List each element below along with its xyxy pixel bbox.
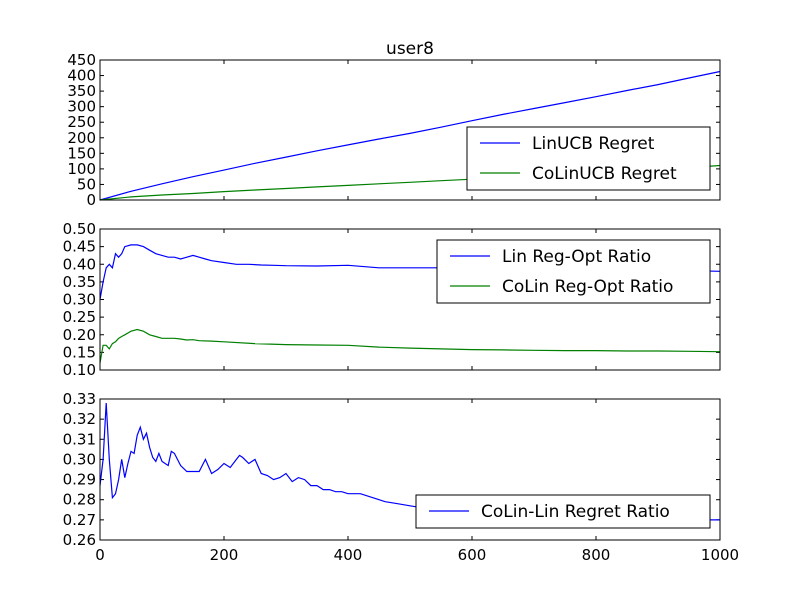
y-tick-label: 350 xyxy=(67,82,96,100)
x-tick-label: 800 xyxy=(582,546,611,564)
series-line-1 xyxy=(99,70,721,201)
y-tick-label: 0.27 xyxy=(63,511,96,529)
series-line-1 xyxy=(99,402,720,521)
y-tick-label: 100 xyxy=(67,160,96,178)
panel-3: 0.26 0.27 0.28 0.29 0.30 0.31 0.32 0.33 0 200 400 6… xyxy=(63,390,740,564)
legend-box xyxy=(466,126,711,191)
y-tick-label: 0.31 xyxy=(63,430,96,448)
y-tick-label: 0.26 xyxy=(63,531,96,549)
y-tick-label: 250 xyxy=(67,113,96,131)
legend-label: LinUCB Regret xyxy=(532,134,655,154)
y-tick-label: 400 xyxy=(67,67,96,85)
legend-label: Lin Reg-Opt Ratio xyxy=(502,247,651,267)
legend-label: CoLinUCB Regret xyxy=(532,164,677,184)
y-tick-label: 150 xyxy=(67,144,96,162)
x-tick-label: 0 xyxy=(95,546,105,564)
y-tick-label: 300 xyxy=(67,98,96,116)
y-tick-label: 0.33 xyxy=(63,390,96,408)
legend-label: CoLin-Lin Regret Ratio xyxy=(481,502,670,522)
y-tick-label: 50 xyxy=(77,175,96,193)
plot-frame xyxy=(99,398,721,541)
y-tick-label: 0.10 xyxy=(63,361,96,379)
legend-label: CoLin Reg-Opt Ratio xyxy=(502,277,673,297)
plot-frame xyxy=(99,228,721,371)
plot-frame xyxy=(99,59,721,201)
y-tick-label: 0.35 xyxy=(63,273,96,291)
y-tick-label: 200 xyxy=(67,129,96,147)
y-tick-label: 0.28 xyxy=(63,491,96,509)
y-tick-label: 0.30 xyxy=(63,450,96,468)
y-tick-label: 0.25 xyxy=(63,308,96,326)
y-tick-label: 0.20 xyxy=(63,326,96,344)
panel-2: 0.100.150.200.250.300.350.400.450.50 Lin … xyxy=(63,220,721,379)
x-tick-label: 600 xyxy=(458,546,487,564)
y-tick-label: 0.32 xyxy=(63,410,96,428)
x-tick-label: 200 xyxy=(210,546,239,564)
y-tick-label: 0.50 xyxy=(63,220,96,238)
legend: CoLin-Lin Regret Ratio xyxy=(415,494,711,529)
y-tick-label: 0.40 xyxy=(63,255,96,273)
legend: Lin Reg-Opt Ratio CoLin Reg-Opt Ratio xyxy=(436,239,711,304)
y-tick-label: 0.30 xyxy=(63,291,96,309)
y-tick-label: 450 xyxy=(67,51,96,69)
legend-box xyxy=(436,239,711,304)
y-tick-label: 0.29 xyxy=(63,471,96,489)
y-tick-label: 0 xyxy=(86,191,96,209)
series-line-2 xyxy=(99,328,721,364)
y-tick-label: 0.15 xyxy=(63,343,96,361)
x-tick-label: 400 xyxy=(334,546,363,564)
legend: LinUCB Regret CoLinUCB Regret xyxy=(466,126,711,191)
chart-title: user8 xyxy=(386,39,434,59)
x-tick-label: 1000 xyxy=(701,546,739,564)
y-tick-label: 0.45 xyxy=(63,238,96,256)
